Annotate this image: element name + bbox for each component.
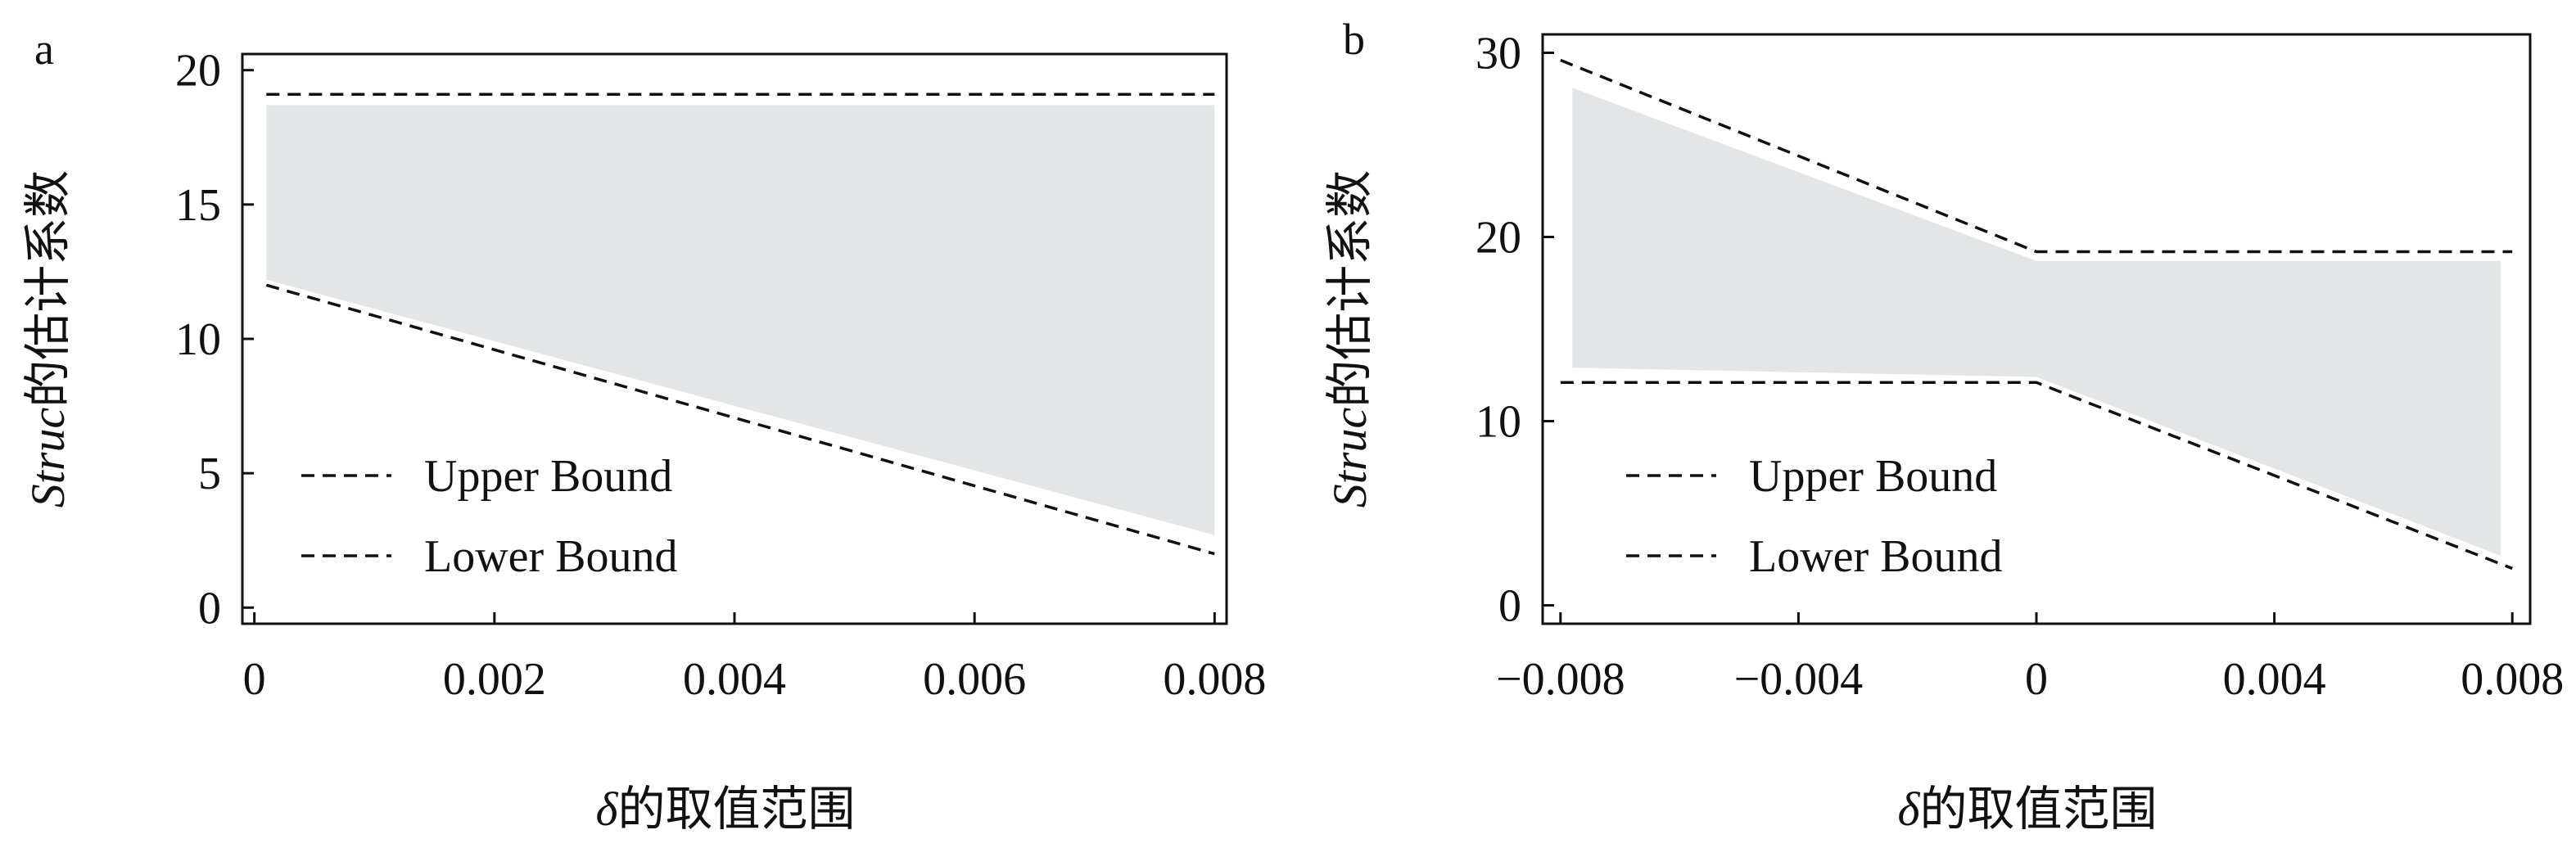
panel-a-legend: Upper Bound Lower Bound <box>301 451 678 582</box>
y-tick-label: 0 <box>198 583 221 634</box>
panel-a-band-layer <box>266 105 1215 535</box>
panel-b-ticks-layer: −0.008 −0.004 0 0.004 0.008 0 10 20 30 <box>1476 29 2564 706</box>
x-tick-label: 0 <box>243 654 266 705</box>
panel-b-band-layer <box>1572 88 2501 556</box>
panel-b-ylabel: Struc的估计系数 <box>1323 170 1376 507</box>
x-tick-label: 0.006 <box>923 654 1026 705</box>
x-tick-label: 0.002 <box>443 654 546 705</box>
panel-b-legend-upper-label: Upper Bound <box>1749 451 1997 502</box>
panel-b-lines-layer <box>1560 58 2513 571</box>
panel-a-ticks-layer: 0 0.002 0.004 0.006 0.008 0 5 10 15 20 <box>175 46 1266 705</box>
panel-b-line-upper-bound <box>1560 58 2513 254</box>
panel-a-legend-upper-label: Upper Bound <box>424 451 672 502</box>
y-tick-label: 5 <box>198 449 221 499</box>
x-tick-label: 0.004 <box>683 654 786 705</box>
panel-a-xlabel: δ的取值范围 <box>596 783 856 836</box>
x-tick-label: −0.004 <box>1734 654 1864 705</box>
panel-a-legend-lower-label: Lower Bound <box>424 531 678 582</box>
y-tick-label: 10 <box>1476 397 1521 448</box>
panel-b-shaded-band <box>1572 88 2501 556</box>
y-tick-label: 0 <box>1498 581 1521 632</box>
panel-b-legend: Upper Bound Lower Bound <box>1626 451 2003 582</box>
x-tick-label: 0.004 <box>2223 654 2326 705</box>
x-tick-label: 0.008 <box>2461 654 2564 705</box>
panel-a: a 0 0.002 0.004 0.006 0.008 0 5 10 15 20 Struc的估计… <box>21 25 1266 836</box>
x-tick-label: −0.008 <box>1496 654 1625 705</box>
panel-a-lines-layer <box>265 92 1215 556</box>
y-tick-label: 10 <box>175 314 221 365</box>
panel-a-shaded-band <box>266 105 1215 535</box>
y-tick-label: 15 <box>175 180 221 231</box>
panel-a-ylabel: Struc的估计系数 <box>21 170 75 507</box>
panel-b-line-lower-bound <box>1560 381 2513 571</box>
y-tick-label: 20 <box>175 46 221 97</box>
y-tick-label: 20 <box>1476 213 1521 264</box>
y-tick-label: 30 <box>1476 29 1521 79</box>
panel-b-xlabel: δ的取值范围 <box>1898 783 2158 836</box>
panel-a-letter: a <box>34 25 54 74</box>
x-tick-label: 0.008 <box>1163 654 1266 705</box>
panel-b-legend-lower-label: Lower Bound <box>1749 531 2003 582</box>
panel-a-line-lower-bound <box>265 283 1215 556</box>
panel-b-letter: b <box>1343 15 1365 64</box>
panel-b: b −0.008 −0.004 0 0.004 0.008 0 10 20 30 Struc的估… <box>1323 15 2564 836</box>
x-tick-label: 0 <box>2025 654 2048 705</box>
